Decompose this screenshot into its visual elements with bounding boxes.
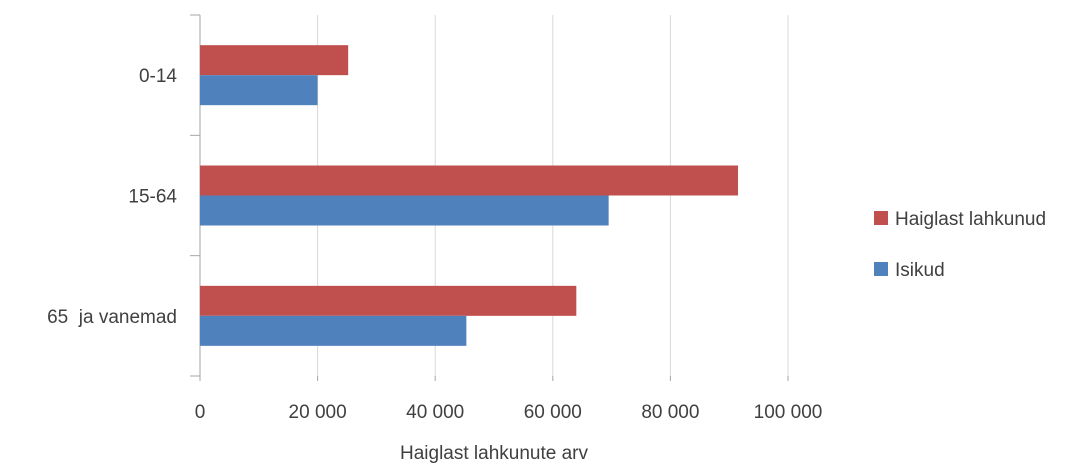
- bars: [200, 45, 739, 346]
- category-label: 0-14: [139, 66, 177, 87]
- bar-haiglast-lahkunud: [200, 285, 577, 316]
- x-tick-label: 0: [195, 402, 206, 423]
- x-tick-label: 80 000: [641, 402, 699, 423]
- legend: Haiglast lahkunud Isikud: [874, 209, 1046, 281]
- bar-haiglast-lahkunud: [200, 45, 349, 76]
- bar-isikud: [200, 195, 609, 226]
- x-tick-label: 100 000: [754, 402, 823, 423]
- legend-swatch: [874, 262, 888, 276]
- x-tick-label: 40 000: [406, 402, 464, 423]
- x-tick-label: 20 000: [289, 402, 347, 423]
- legend-swatch: [874, 211, 888, 225]
- bar-isikud: [200, 75, 318, 106]
- category-label: 65 ja vanemad: [47, 307, 177, 328]
- legend-label: Isikud: [895, 260, 945, 281]
- bar-haiglast-lahkunud: [200, 165, 739, 196]
- axis-labels: 0 20 000 40 000 60 000 80 000 100 000 0-14 15-6…: [47, 66, 822, 464]
- x-tick-label: 60 000: [524, 402, 582, 423]
- category-label: 15-64: [128, 187, 177, 208]
- bar-isikud: [200, 315, 467, 346]
- legend-label: Haiglast lahkunud: [895, 209, 1046, 230]
- x-axis-title: Haiglast lahkunute arv: [400, 443, 588, 464]
